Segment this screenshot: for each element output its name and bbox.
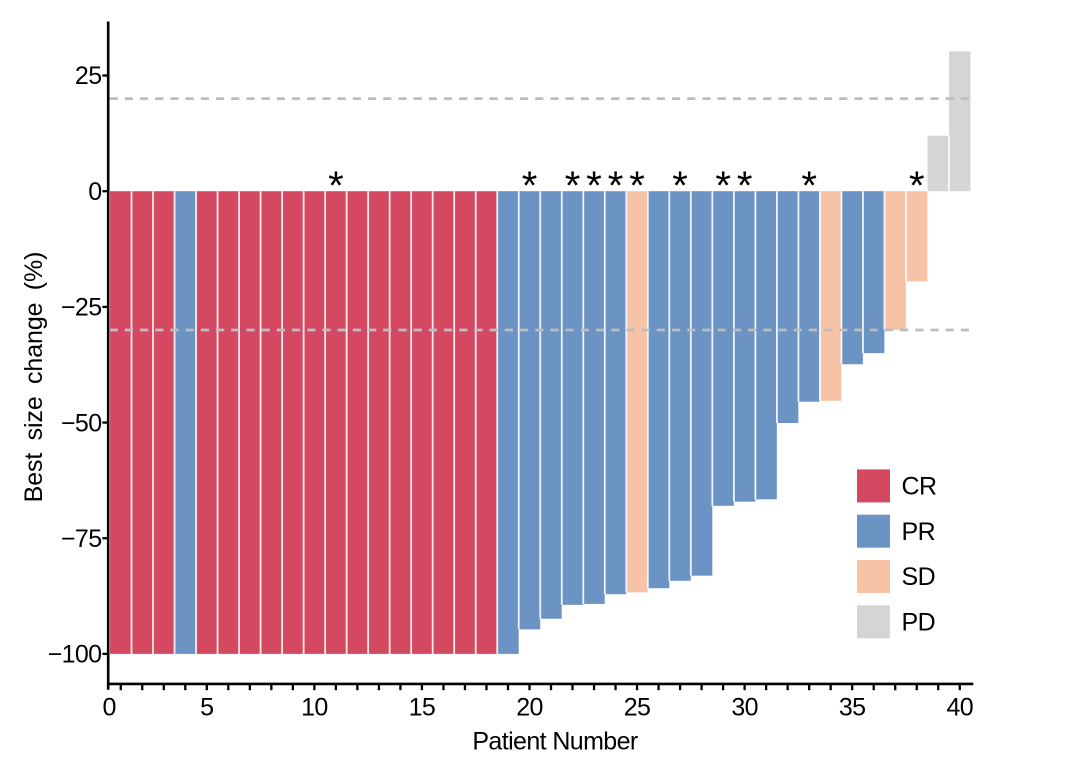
svg-text:*: * <box>522 164 538 208</box>
svg-text:−25: −25 <box>61 294 102 322</box>
svg-text:0: 0 <box>102 694 115 722</box>
svg-text:35: 35 <box>839 694 866 722</box>
svg-text:−100: −100 <box>48 641 102 669</box>
svg-text:5: 5 <box>200 694 213 722</box>
svg-text:Best size change (%): Best size change (%) <box>20 252 48 503</box>
svg-text:*: * <box>672 164 688 208</box>
svg-text:25: 25 <box>75 62 102 90</box>
svg-text:*: * <box>565 164 581 208</box>
svg-text:*: * <box>801 164 817 208</box>
svg-text:*: * <box>715 164 731 208</box>
svg-text:*: * <box>737 164 753 208</box>
svg-text:*: * <box>909 164 925 208</box>
svg-text:*: * <box>629 164 645 208</box>
svg-text:10: 10 <box>301 694 328 722</box>
svg-text:−75: −75 <box>61 525 102 553</box>
svg-text:PD: PD <box>902 608 936 636</box>
svg-text:15: 15 <box>409 694 436 722</box>
svg-text:SD: SD <box>902 563 936 591</box>
svg-text:30: 30 <box>731 694 758 722</box>
svg-text:40: 40 <box>946 694 973 722</box>
svg-text:*: * <box>586 164 602 208</box>
svg-text:25: 25 <box>624 694 651 722</box>
svg-text:Patient Number: Patient Number <box>472 727 638 755</box>
svg-text:CR: CR <box>902 473 937 501</box>
svg-text:PR: PR <box>902 518 936 546</box>
svg-text:20: 20 <box>516 694 543 722</box>
svg-text:*: * <box>328 164 344 208</box>
svg-text:0: 0 <box>88 178 101 206</box>
svg-text:*: * <box>608 164 624 208</box>
svg-text:−50: −50 <box>61 409 102 437</box>
